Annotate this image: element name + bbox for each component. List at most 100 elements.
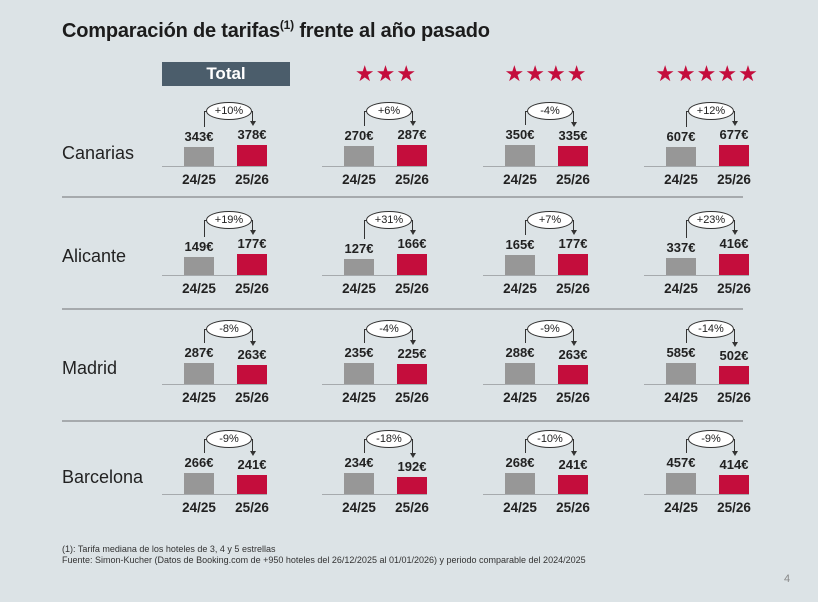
arrow-down-icon — [731, 451, 738, 456]
arrow-down-icon — [570, 341, 577, 346]
arrow-down-icon — [409, 121, 416, 126]
connector-line — [573, 220, 574, 230]
value-label-25-26: 287€ — [397, 127, 427, 142]
value-label-24-25: 607€ — [666, 129, 696, 144]
x-tick-label: 25/26 — [395, 390, 429, 405]
column-header-2: ★★★★ — [466, 61, 626, 86]
bar-25-26 — [558, 365, 588, 384]
footnote-1: (1): Tarifa mediana de los hoteles de 3,… — [62, 544, 276, 554]
value-label-24-25: 287€ — [184, 345, 214, 360]
bar-25-26 — [237, 475, 267, 494]
x-tick-label: 24/25 — [503, 390, 537, 405]
arrow-down-icon — [249, 121, 256, 126]
value-label-24-25: 585€ — [666, 345, 696, 360]
value-label-24-25: 165€ — [505, 237, 535, 252]
bar-24-25 — [505, 363, 535, 384]
value-label-24-25: 235€ — [344, 345, 374, 360]
baseline — [162, 384, 267, 385]
connector-line — [204, 111, 205, 127]
value-label-24-25: 268€ — [505, 455, 535, 470]
bar-25-26 — [558, 254, 588, 275]
change-percent-bubble: -8% — [206, 320, 252, 338]
value-label-24-25: 127€ — [344, 241, 374, 256]
comparison-cell: 270€ 287€ 24/25 25/26 +6% — [322, 96, 442, 196]
bar-25-26 — [237, 145, 267, 166]
connector-line — [686, 111, 687, 127]
connector-line — [525, 439, 526, 453]
value-label-24-25: 343€ — [184, 129, 214, 144]
bar-24-25 — [505, 145, 535, 166]
baseline — [483, 166, 588, 167]
baseline — [322, 166, 427, 167]
arrow-down-icon — [409, 453, 416, 458]
value-label-24-25: 234€ — [344, 455, 374, 470]
connector-line — [412, 329, 413, 340]
change-percent-bubble: -9% — [206, 430, 252, 448]
change-percent-bubble: +6% — [366, 102, 412, 120]
arrow-down-icon — [731, 121, 738, 126]
bar-25-26 — [237, 254, 267, 275]
comparison-cell: 337€ 416€ 24/25 25/26 +23% — [644, 205, 764, 305]
connector-line — [573, 111, 574, 122]
bar-24-25 — [344, 259, 374, 275]
bar-24-25 — [505, 255, 535, 275]
connector-line — [204, 439, 205, 453]
x-tick-label: 25/26 — [717, 172, 751, 187]
x-tick-label: 25/26 — [395, 281, 429, 296]
connector-line — [412, 220, 413, 230]
value-label-24-25: 457€ — [666, 455, 696, 470]
connector-line — [252, 220, 253, 230]
bar-25-26 — [558, 475, 588, 494]
x-tick-label: 24/25 — [664, 500, 698, 515]
row-separator — [62, 308, 743, 310]
arrow-down-icon — [409, 230, 416, 235]
arrow-down-icon — [570, 451, 577, 456]
connector-line — [252, 111, 253, 121]
column-header-1: ★★★ — [306, 61, 466, 86]
x-tick-label: 24/25 — [342, 281, 376, 296]
page-number: 4 — [784, 573, 791, 585]
bar-25-26 — [397, 254, 427, 275]
connector-line — [252, 329, 253, 341]
value-label-24-25: 266€ — [184, 455, 214, 470]
connector-line — [525, 111, 526, 125]
bar-24-25 — [666, 473, 696, 494]
bar-25-26 — [237, 365, 267, 384]
comparison-cell: 234€ 192€ 24/25 25/26 -18% — [322, 424, 442, 524]
row-separator — [62, 420, 743, 422]
connector-line — [204, 329, 205, 343]
connector-line — [686, 220, 687, 238]
x-tick-label: 25/26 — [556, 500, 590, 515]
comparison-cell: 343€ 378€ 24/25 25/26 +10% — [162, 96, 282, 196]
baseline — [162, 275, 267, 276]
bar-24-25 — [666, 147, 696, 166]
value-label-25-26: 502€ — [719, 348, 749, 363]
bar-24-25 — [344, 473, 374, 494]
value-label-25-26: 225€ — [397, 346, 427, 361]
value-label-25-26: 416€ — [719, 236, 749, 251]
connector-line — [573, 329, 574, 341]
comparison-cell: 288€ 263€ 24/25 25/26 -9% — [483, 314, 603, 414]
x-tick-label: 24/25 — [664, 172, 698, 187]
x-tick-label: 25/26 — [717, 500, 751, 515]
connector-line — [364, 329, 365, 343]
connector-line — [734, 111, 735, 121]
connector-line — [525, 220, 526, 235]
x-tick-label: 24/25 — [664, 390, 698, 405]
value-label-25-26: 166€ — [397, 236, 427, 251]
connector-line — [252, 439, 253, 451]
comparison-cell: 607€ 677€ 24/25 25/26 +12% — [644, 96, 764, 196]
x-tick-label: 25/26 — [556, 390, 590, 405]
column-header-3: ★★★★★ — [627, 61, 787, 86]
arrow-down-icon — [731, 342, 738, 347]
connector-line — [734, 220, 735, 230]
value-label-24-25: 350€ — [505, 127, 535, 142]
value-label-25-26: 414€ — [719, 457, 749, 472]
x-tick-label: 24/25 — [342, 390, 376, 405]
change-percent-bubble: +23% — [688, 211, 734, 229]
arrow-down-icon — [570, 122, 577, 127]
three-stars-icon: ★★★ — [354, 61, 418, 86]
baseline — [644, 384, 749, 385]
comparison-cell: 266€ 241€ 24/25 25/26 -9% — [162, 424, 282, 524]
comparison-cell: 127€ 166€ 24/25 25/26 +31% — [322, 205, 442, 305]
